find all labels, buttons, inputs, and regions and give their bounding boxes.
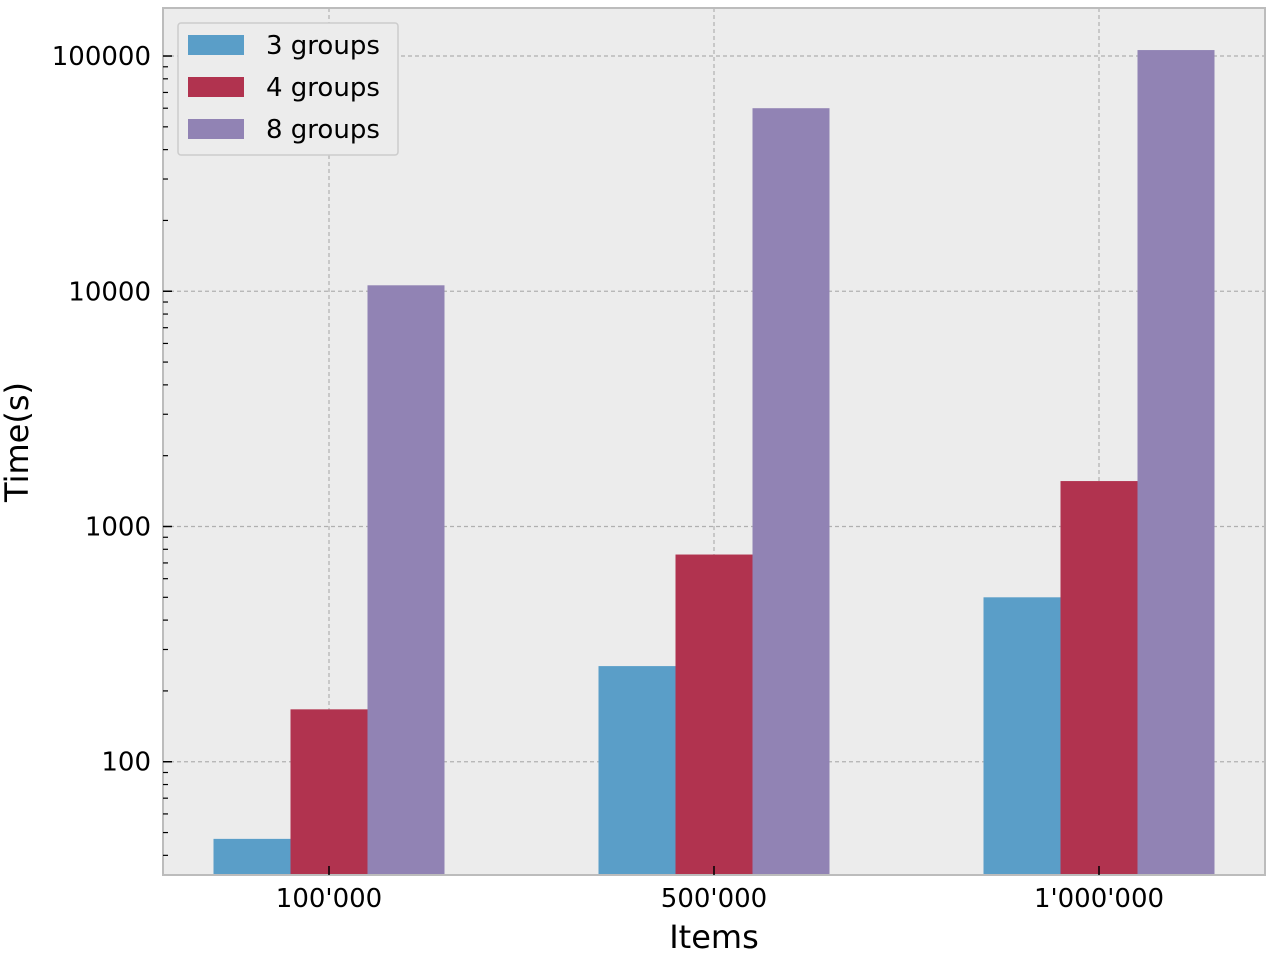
legend: 3 groups 4 groups 8 groups: [177, 22, 399, 156]
y-tick-label: 1000: [85, 512, 151, 542]
legend-swatch: [188, 35, 244, 55]
y-tick-label: 100000: [52, 42, 151, 72]
bar: [290, 709, 368, 875]
x-tick-label: 100'000: [276, 884, 382, 914]
bar: [1060, 481, 1138, 875]
legend-swatch: [188, 119, 244, 139]
legend-label: 4 groups: [266, 73, 380, 103]
bar: [675, 554, 753, 875]
y-tick-label: 100: [101, 748, 151, 778]
bar: [983, 597, 1061, 875]
legend-label: 8 groups: [266, 115, 380, 145]
bar: [213, 838, 291, 875]
bar: [598, 666, 676, 875]
bars: [213, 50, 1215, 876]
bar: [367, 285, 445, 876]
axis-ticks: 100 1000 10000 100000 100'000 500'000 1'000'00…: [52, 42, 1164, 914]
bar: [752, 108, 830, 876]
x-tick-label: 500'000: [661, 884, 767, 914]
legend-label: 3 groups: [266, 31, 380, 61]
x-axis-label: Items: [669, 918, 759, 956]
y-tick-label: 10000: [68, 277, 151, 307]
y-axis-label: Time(s): [0, 382, 36, 503]
bar: [1137, 50, 1215, 875]
legend-swatch: [188, 77, 244, 97]
x-tick-label: 1'000'000: [1034, 884, 1164, 914]
